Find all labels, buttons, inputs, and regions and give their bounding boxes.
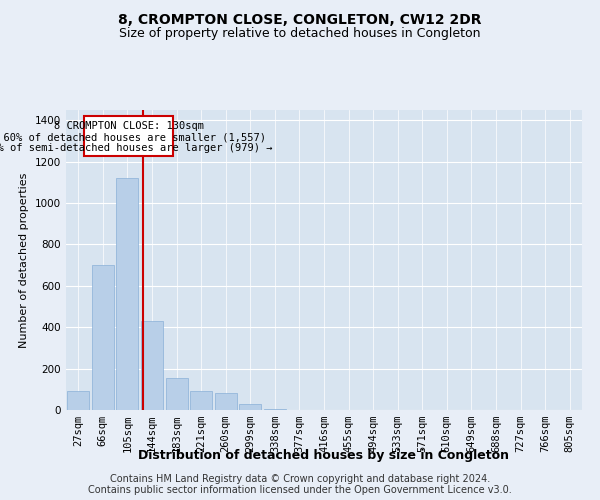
Text: 8, CROMPTON CLOSE, CONGLETON, CW12 2DR: 8, CROMPTON CLOSE, CONGLETON, CW12 2DR [118,12,482,26]
Text: Size of property relative to detached houses in Congleton: Size of property relative to detached ho… [119,28,481,40]
Bar [166,378,188,410]
Text: 8 CROMPTON CLOSE: 130sqm: 8 CROMPTON CLOSE: 130sqm [53,121,203,131]
Text: ← 60% of detached houses are smaller (1,557): ← 60% of detached houses are smaller (1,… [0,132,266,142]
FancyBboxPatch shape [85,116,173,156]
Text: 38% of semi-detached houses are larger (979) →: 38% of semi-detached houses are larger (… [0,142,272,152]
Bar [141,321,163,410]
Text: Contains public sector information licensed under the Open Government Licence v3: Contains public sector information licen… [88,485,512,495]
Y-axis label: Number of detached properties: Number of detached properties [19,172,29,348]
Bar [264,409,286,410]
Bar [116,178,139,410]
Bar [92,265,114,410]
Bar [67,392,89,410]
Text: Contains HM Land Registry data © Crown copyright and database right 2024.: Contains HM Land Registry data © Crown c… [110,474,490,484]
Bar [239,404,262,410]
Bar [190,392,212,410]
Text: Distribution of detached houses by size in Congleton: Distribution of detached houses by size … [139,448,509,462]
Bar [215,394,237,410]
